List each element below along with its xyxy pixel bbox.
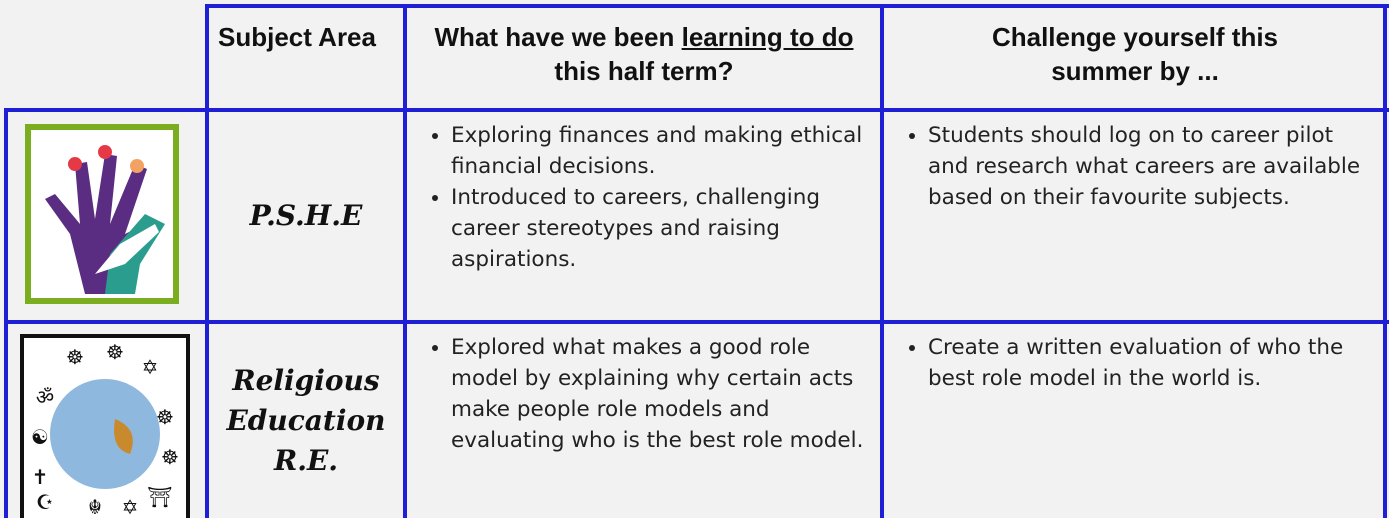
svg-text:ॐ: ॐ	[36, 385, 54, 409]
border	[205, 4, 1389, 8]
header-subject: Subject Area	[218, 22, 376, 52]
svg-text:✡: ✡	[122, 495, 139, 518]
challenge-item: Students should log on to career pilot a…	[928, 120, 1364, 213]
svg-text:✡: ✡	[142, 355, 159, 379]
svg-text:☪: ☪	[36, 490, 54, 514]
border	[4, 108, 1389, 112]
re-logo: ☸ ☸ ✡ ॐ ☸ ☯ ☸ ✝ ⛩ ☪ ☬ ✡	[20, 334, 190, 518]
border	[880, 4, 884, 518]
border	[403, 4, 407, 518]
svg-text:☬: ☬	[88, 495, 102, 518]
border	[205, 4, 209, 518]
svg-text:☸: ☸	[156, 405, 174, 429]
subject-cell: P.S.H.E	[249, 199, 363, 232]
challenge-list: Students should log on to career pilot a…	[884, 120, 1364, 213]
challenge-list: Create a written evaluation of who the b…	[884, 332, 1364, 394]
learning-item: Exploring finances and making ethical fi…	[451, 120, 877, 182]
border	[4, 108, 8, 518]
header-challenge: Challenge yourself this summer by ...	[991, 22, 1279, 86]
pshe-logo	[25, 124, 179, 304]
svg-text:✝: ✝	[32, 465, 49, 489]
svg-text:☸: ☸	[161, 445, 179, 469]
svg-text:☸: ☸	[66, 345, 84, 369]
header-learning: What have we been learning to do this ha…	[410, 20, 878, 88]
learning-list: Explored what makes a good role model by…	[407, 332, 877, 456]
header-text: What have we been	[434, 22, 675, 52]
learning-item: Explored what makes a good role model by…	[451, 332, 877, 456]
challenge-item: Create a written evaluation of who the b…	[928, 332, 1364, 394]
subject-cell: Religious Education R.E.	[226, 364, 386, 477]
header-underlined: learning to do	[681, 22, 854, 52]
learning-list: Exploring finances and making ethical fi…	[407, 120, 877, 275]
header-text: this half term?	[554, 56, 734, 86]
border	[1383, 4, 1387, 518]
svg-text:☸: ☸	[106, 340, 124, 364]
svg-text:☯: ☯	[31, 425, 49, 449]
svg-text:⛩: ⛩	[147, 485, 172, 509]
learning-item: Introduced to careers, challenging caree…	[451, 182, 877, 275]
border	[4, 320, 1389, 324]
